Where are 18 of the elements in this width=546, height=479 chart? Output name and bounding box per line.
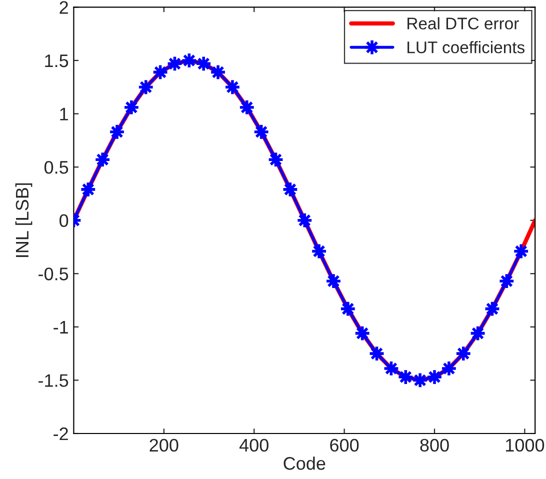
- y-tick-label: 2: [60, 1, 68, 14]
- y-tick-label: 0.5: [44, 160, 68, 174]
- y-tick-label: 0: [60, 214, 68, 228]
- x-tick-label: 1000: [506, 438, 544, 452]
- x-tick-label: 600: [330, 438, 359, 452]
- y-tick-label: -1: [54, 321, 68, 334]
- x-axis-title: Code: [284, 456, 326, 470]
- x-tick-label: 800: [420, 438, 449, 452]
- legend-label: LUT coefficients: [408, 41, 524, 54]
- y-tick-label: -2: [54, 427, 68, 440]
- legend-label: Real DTC error: [408, 17, 519, 30]
- y-axis-title: INL [LSB]: [15, 183, 32, 257]
- y-tick-label: 1.5: [45, 54, 68, 68]
- y-tick-label: -1.5: [38, 374, 68, 387]
- x-tick-label: 200: [150, 438, 178, 452]
- y-tick-label: 1: [60, 108, 68, 120]
- y-tick-label: -0.5: [38, 268, 68, 280]
- x-tick-label: 400: [239, 438, 268, 452]
